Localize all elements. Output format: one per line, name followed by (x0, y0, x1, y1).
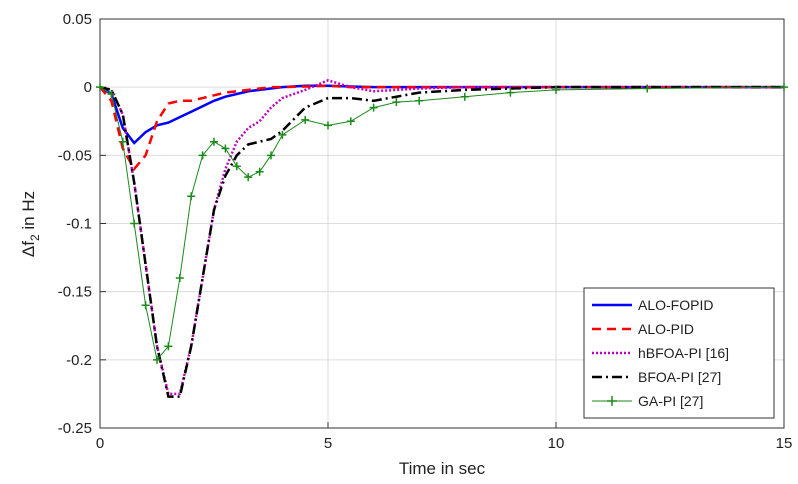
series-marker (324, 121, 332, 130)
legend-label: ALO-PID (638, 321, 694, 337)
series-marker (643, 84, 652, 93)
y-label-unit: in Hz (19, 191, 38, 234)
series-marker (96, 83, 104, 92)
series-marker (210, 137, 218, 146)
series-marker (198, 151, 207, 160)
y-tick-label: 0 (84, 79, 92, 96)
y-tick-label: 0.05 (63, 11, 92, 28)
y-label-sub: 2 (28, 234, 42, 241)
series-marker (506, 88, 515, 97)
legend-marker (607, 396, 617, 406)
legend-label: ALO-FOPID (638, 297, 713, 313)
legend-label: hBFOA-PI [16] (638, 345, 729, 361)
x-tick-label: 15 (776, 435, 793, 452)
series-marker (141, 301, 150, 310)
x-axis-label: Time in sec (399, 459, 486, 478)
series-marker (267, 151, 275, 160)
plot-frame (99, 18, 785, 429)
x-tick-label: 10 (548, 435, 565, 452)
series-marker (369, 103, 378, 112)
legend-label: BFOA-PI [27] (638, 369, 721, 385)
y-label-main: Δf (19, 241, 38, 257)
series-marker (221, 144, 230, 153)
series-marker (244, 173, 253, 182)
series-line (99, 86, 785, 361)
series-marker (415, 96, 424, 105)
series-marker (552, 85, 560, 94)
series-marker (118, 137, 127, 146)
series-line (99, 79, 784, 396)
legend-label: GA-PI [27] (638, 393, 703, 409)
series-marker (255, 167, 264, 176)
y-axis-label: Δf2 in Hz (19, 191, 42, 257)
series-marker (107, 89, 116, 98)
legend-box (583, 287, 775, 419)
x-tick-label: 0 (96, 435, 104, 452)
y-tick-label: -0.05 (58, 147, 92, 164)
series-marker (187, 192, 196, 201)
series-marker (346, 117, 355, 126)
series-marker (392, 98, 401, 107)
y-tick-label: -0.1 (66, 216, 92, 233)
series-line (99, 85, 784, 398)
y-tick-label: -0.25 (58, 420, 92, 437)
series-marker (278, 130, 287, 139)
y-tick-label: -0.15 (58, 284, 92, 301)
series-marker (232, 162, 241, 171)
legend: ALO-FOPID ALO-PID hBFOA-PI [16] BFOA-PI [27… (583, 287, 775, 419)
y-tick-label: -0.2 (66, 352, 92, 369)
series-marker (153, 355, 161, 364)
series-marker (780, 83, 788, 92)
series-marker (164, 342, 173, 351)
series-marker (175, 274, 184, 283)
series-marker (460, 92, 469, 101)
x-tick-label: 5 (324, 435, 332, 452)
series-marker (130, 219, 139, 228)
series-marker (301, 115, 310, 124)
